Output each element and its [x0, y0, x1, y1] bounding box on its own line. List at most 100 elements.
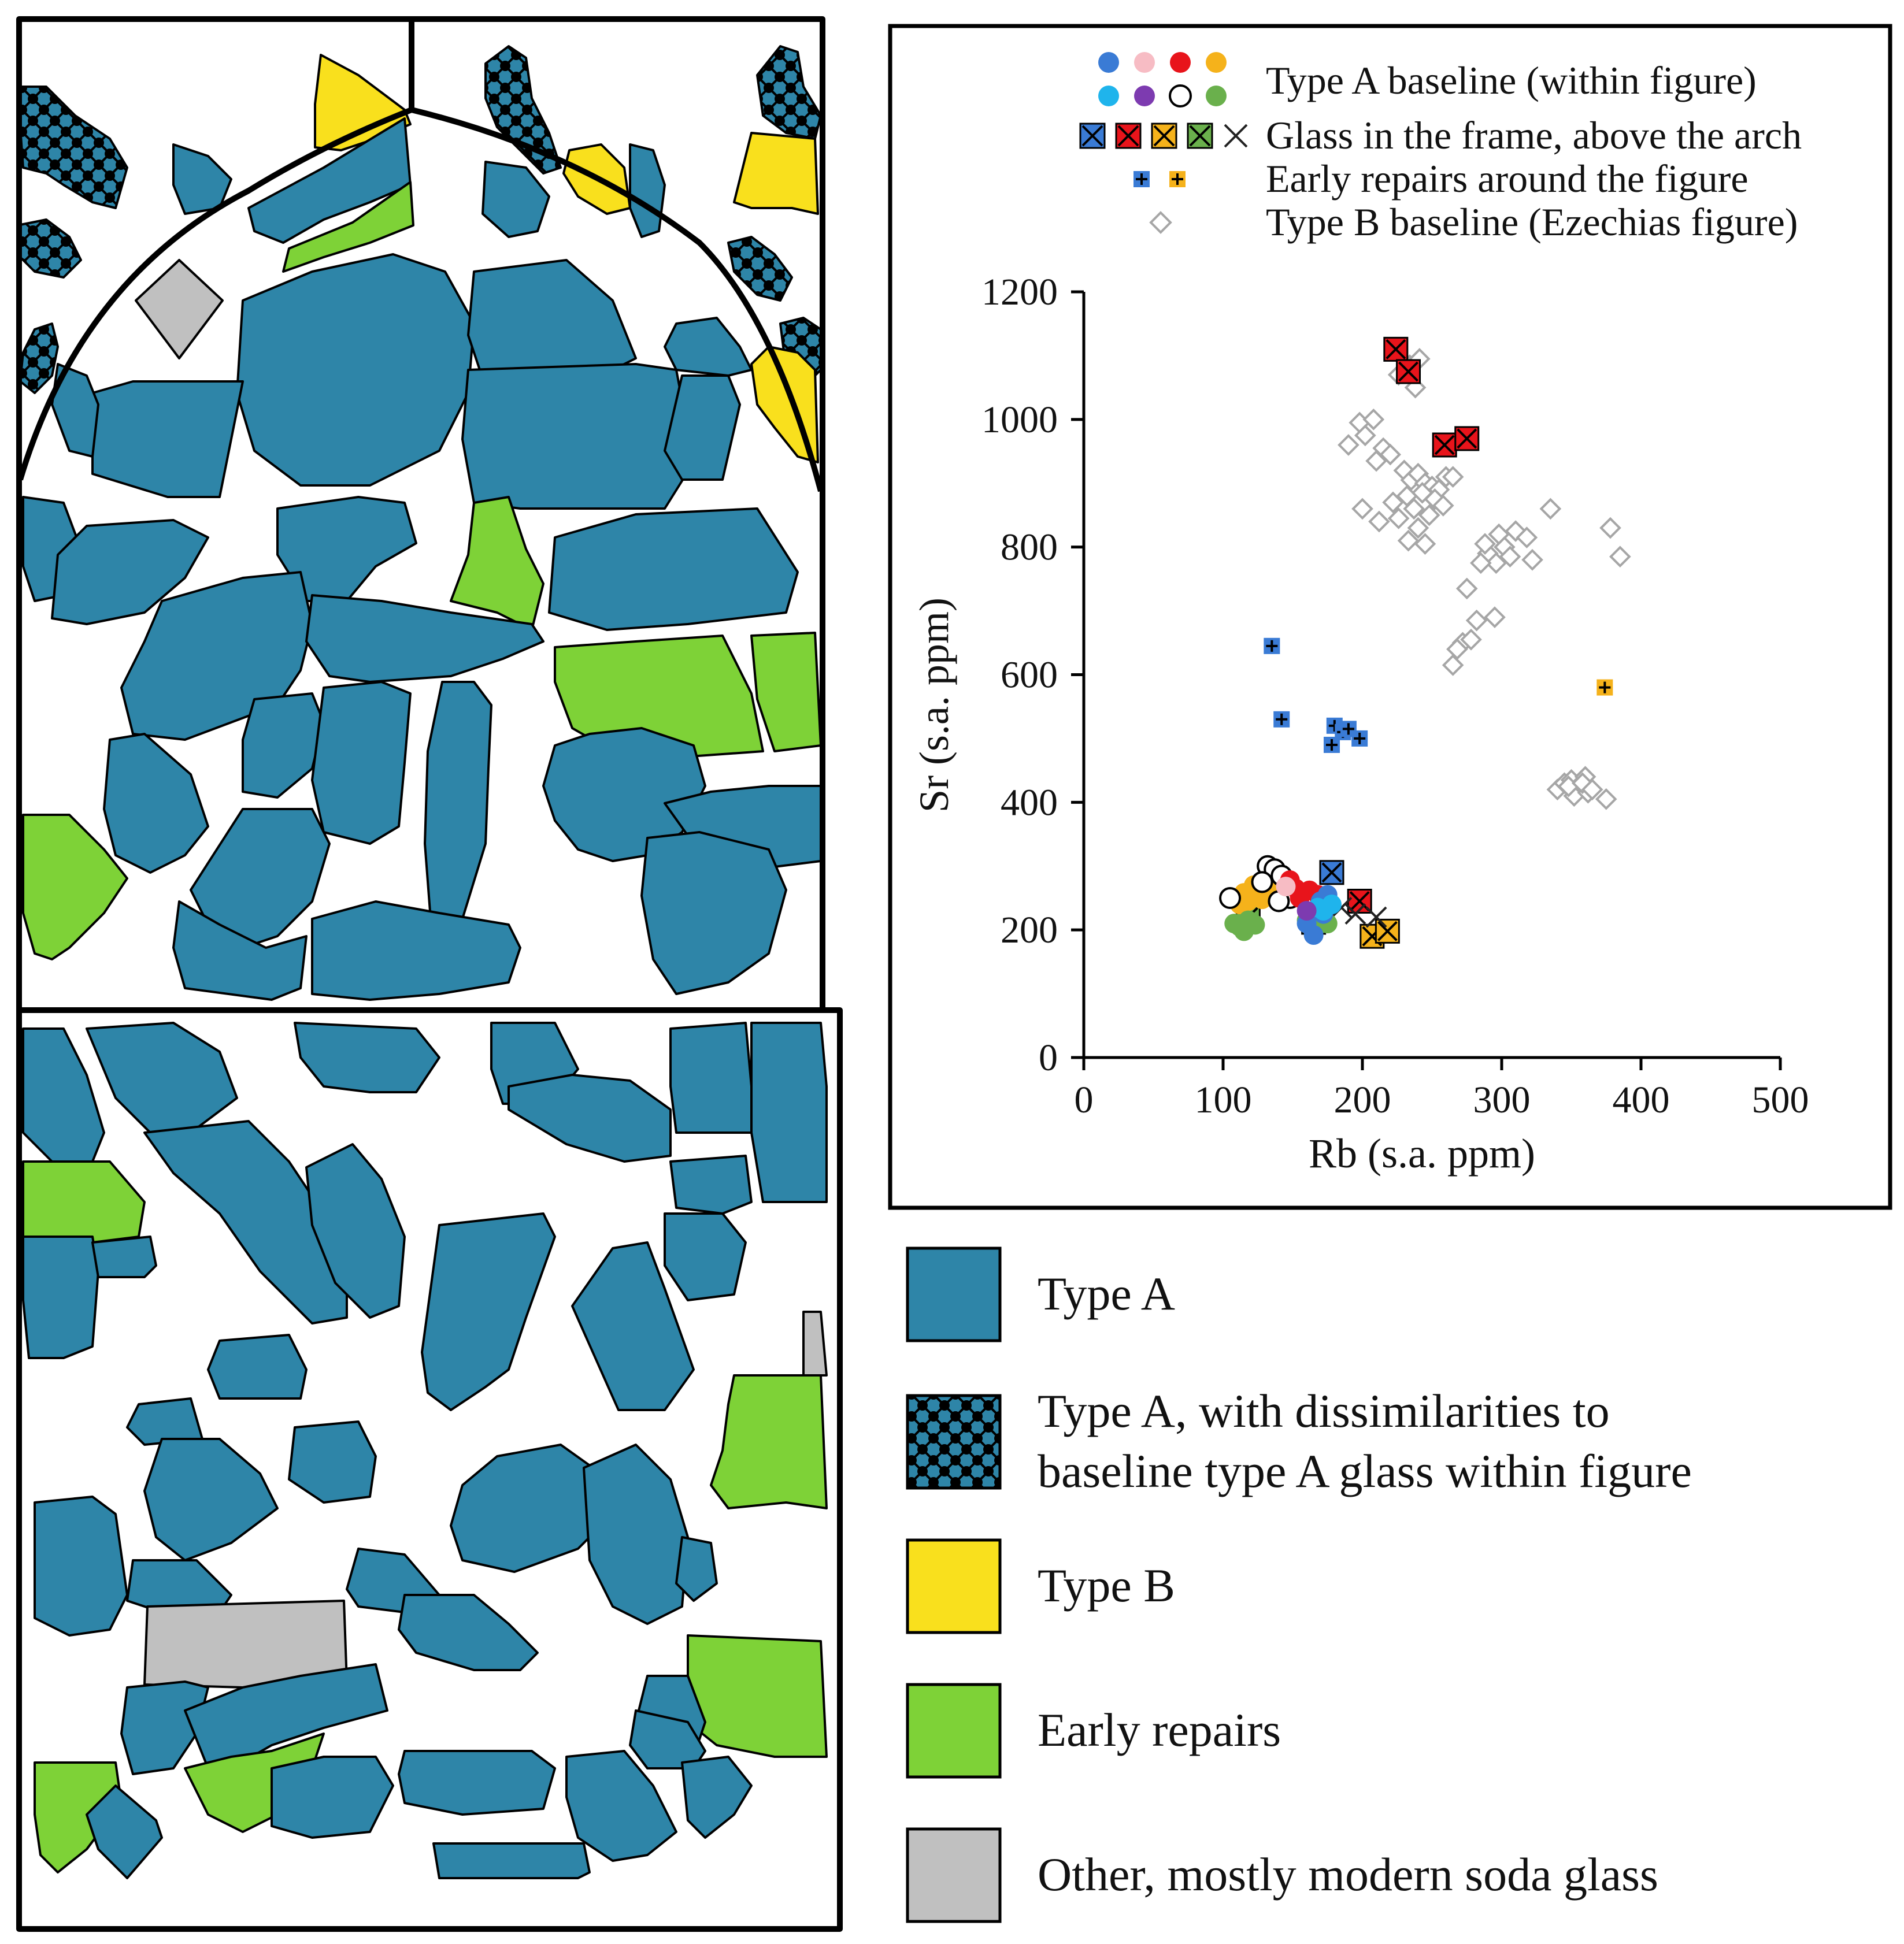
- data-point-circle: [1234, 921, 1254, 941]
- chart-legend-label: Early repairs around the figure: [1266, 157, 1749, 201]
- material-legend-label: Other, mostly modern soda glass: [1038, 1848, 1658, 1901]
- data-point-circle: [1251, 871, 1273, 893]
- y-tick-label: 0: [1039, 1037, 1058, 1079]
- chart-legend-entry: Type A baseline (within figure): [1098, 52, 1757, 107]
- legend-marker-cross: [1224, 124, 1248, 148]
- data-point-plus-square: [1596, 679, 1613, 696]
- material-legend-entry: Early repairs: [906, 1683, 1281, 1779]
- data-point-circle: [1219, 886, 1242, 909]
- material-legend-label: Early repairs: [1038, 1704, 1281, 1756]
- material-legend-label: Type B: [1038, 1559, 1175, 1612]
- material-legend-entry: Type B: [906, 1538, 1175, 1634]
- material-legend-label: Type A: [1038, 1267, 1175, 1320]
- y-tick-label: 400: [1001, 781, 1058, 823]
- panel-frame: [16, 16, 843, 1932]
- data-point-diamond: [1460, 628, 1482, 651]
- chart-points: [1219, 336, 1631, 949]
- y-tick-label: 1000: [981, 399, 1058, 441]
- data-point-diamond: [1455, 577, 1478, 600]
- type-b-swatch: [906, 1538, 1002, 1634]
- data-point-diamond: [1581, 778, 1603, 801]
- data-point-diamond: [1539, 498, 1562, 520]
- legend-marker-circle: [1098, 86, 1119, 106]
- legend-marker-circle: [1134, 52, 1155, 73]
- data-point-diamond: [1571, 772, 1594, 795]
- y-tick-label: 800: [1001, 526, 1058, 569]
- upper-panel: [16, 45, 822, 1001]
- data-point-diamond: [1521, 548, 1543, 571]
- data-point-diamond: [1338, 434, 1360, 456]
- legend-marker-circle: [1098, 52, 1119, 73]
- data-point-crossed-square: [1454, 426, 1480, 451]
- material-legend-label: Type A, with dissimilarities to: [1038, 1385, 1610, 1437]
- legend-marker-circle: [1206, 86, 1227, 106]
- data-point-diamond: [1505, 520, 1527, 542]
- x-tick-label: 200: [1334, 1079, 1391, 1121]
- legend-marker-crossed-square: [1187, 123, 1213, 149]
- x-tick-label: 0: [1075, 1079, 1094, 1121]
- y-tick-label: 200: [1001, 909, 1058, 951]
- data-point-diamond: [1499, 546, 1521, 568]
- scatter-chart: Type A baseline (within figure) Glass in …: [888, 24, 1892, 1210]
- data-point-circle: [1297, 901, 1317, 921]
- glass-panel-diagram: [16, 16, 843, 1932]
- data-point-diamond: [1609, 546, 1631, 568]
- data-point-diamond: [1351, 498, 1373, 520]
- legend-marker-crossed-square: [1151, 123, 1177, 149]
- early-repairs-swatch: [906, 1683, 1002, 1779]
- x-tick-label: 100: [1195, 1079, 1252, 1121]
- type-a-dissimilar-swatch: [906, 1394, 1002, 1490]
- chart-legend-label: Type B baseline (Ezechias figure): [1266, 200, 1798, 244]
- data-point-crossed-square: [1319, 860, 1344, 885]
- data-point-crossed-square: [1432, 432, 1457, 458]
- data-point-crossed-square: [1375, 918, 1400, 944]
- material-legend-entry: Type A: [906, 1246, 1175, 1342]
- chart-axes: 0 100 200 300 400 500 0 200 400 600 800 1000 1200: [981, 271, 1809, 1121]
- data-point-diamond: [1599, 517, 1621, 539]
- data-point-diamond: [1387, 507, 1410, 529]
- data-point-diamond: [1407, 517, 1429, 539]
- data-point-plus-square: [1340, 721, 1357, 737]
- data-point-diamond: [1365, 450, 1387, 472]
- legend-marker-plus-square: [1133, 171, 1150, 187]
- data-point-diamond: [1442, 466, 1464, 488]
- data-point-circle: [1321, 895, 1342, 914]
- chart-legend-entry: Glass in the frame, above the arch: [1079, 113, 1802, 157]
- chart-legend-label: Glass in the frame, above the arch: [1266, 113, 1802, 157]
- data-point-plus-square: [1273, 711, 1290, 728]
- data-point-circle: [1276, 877, 1296, 897]
- data-point-diamond: [1432, 495, 1454, 517]
- chart-border: [888, 24, 1892, 1210]
- data-point-diamond: [1362, 409, 1385, 431]
- material-legend-entry: Type A, with dissimilarities to baseline …: [906, 1385, 1692, 1497]
- data-point-diamond: [1442, 654, 1464, 676]
- data-point-diamond: [1595, 788, 1617, 810]
- other-swatch: [906, 1827, 1002, 1923]
- material-legend-entry: Other, mostly modern soda glass: [906, 1827, 1658, 1923]
- lower-panel: [22, 1022, 828, 1879]
- data-point-cross: [1344, 903, 1366, 925]
- legend-marker-plus-square: [1169, 171, 1186, 187]
- y-tick-label: 600: [1001, 654, 1058, 696]
- x-axis-title: Rb (s.a. ppm): [1309, 1130, 1535, 1177]
- x-tick-label: 500: [1752, 1079, 1809, 1121]
- x-tick-label: 400: [1613, 1079, 1670, 1121]
- data-point-diamond: [1354, 424, 1376, 447]
- data-point-diamond: [1465, 609, 1488, 632]
- data-point-diamond: [1368, 510, 1390, 533]
- data-point-diamond: [1516, 526, 1538, 548]
- data-point-diamond: [1446, 638, 1468, 661]
- legend-marker-diamond: [1149, 211, 1172, 234]
- chart-legend-label: Type A baseline (within figure): [1266, 58, 1757, 102]
- y-tick-label: 1200: [981, 271, 1058, 313]
- material-legend: Type A Type A, with dissimilarities to bas…: [906, 1246, 1692, 1923]
- y-axis-title: Sr (s.a. ppm): [911, 598, 957, 813]
- data-point-diamond: [1470, 552, 1492, 574]
- data-point-diamond: [1382, 491, 1404, 514]
- data-point-cross: [1365, 906, 1387, 928]
- data-point-diamond: [1485, 552, 1507, 574]
- legend-marker-circle: [1206, 52, 1227, 73]
- legend-marker-circle: [1170, 52, 1191, 73]
- data-point-diamond: [1418, 504, 1440, 526]
